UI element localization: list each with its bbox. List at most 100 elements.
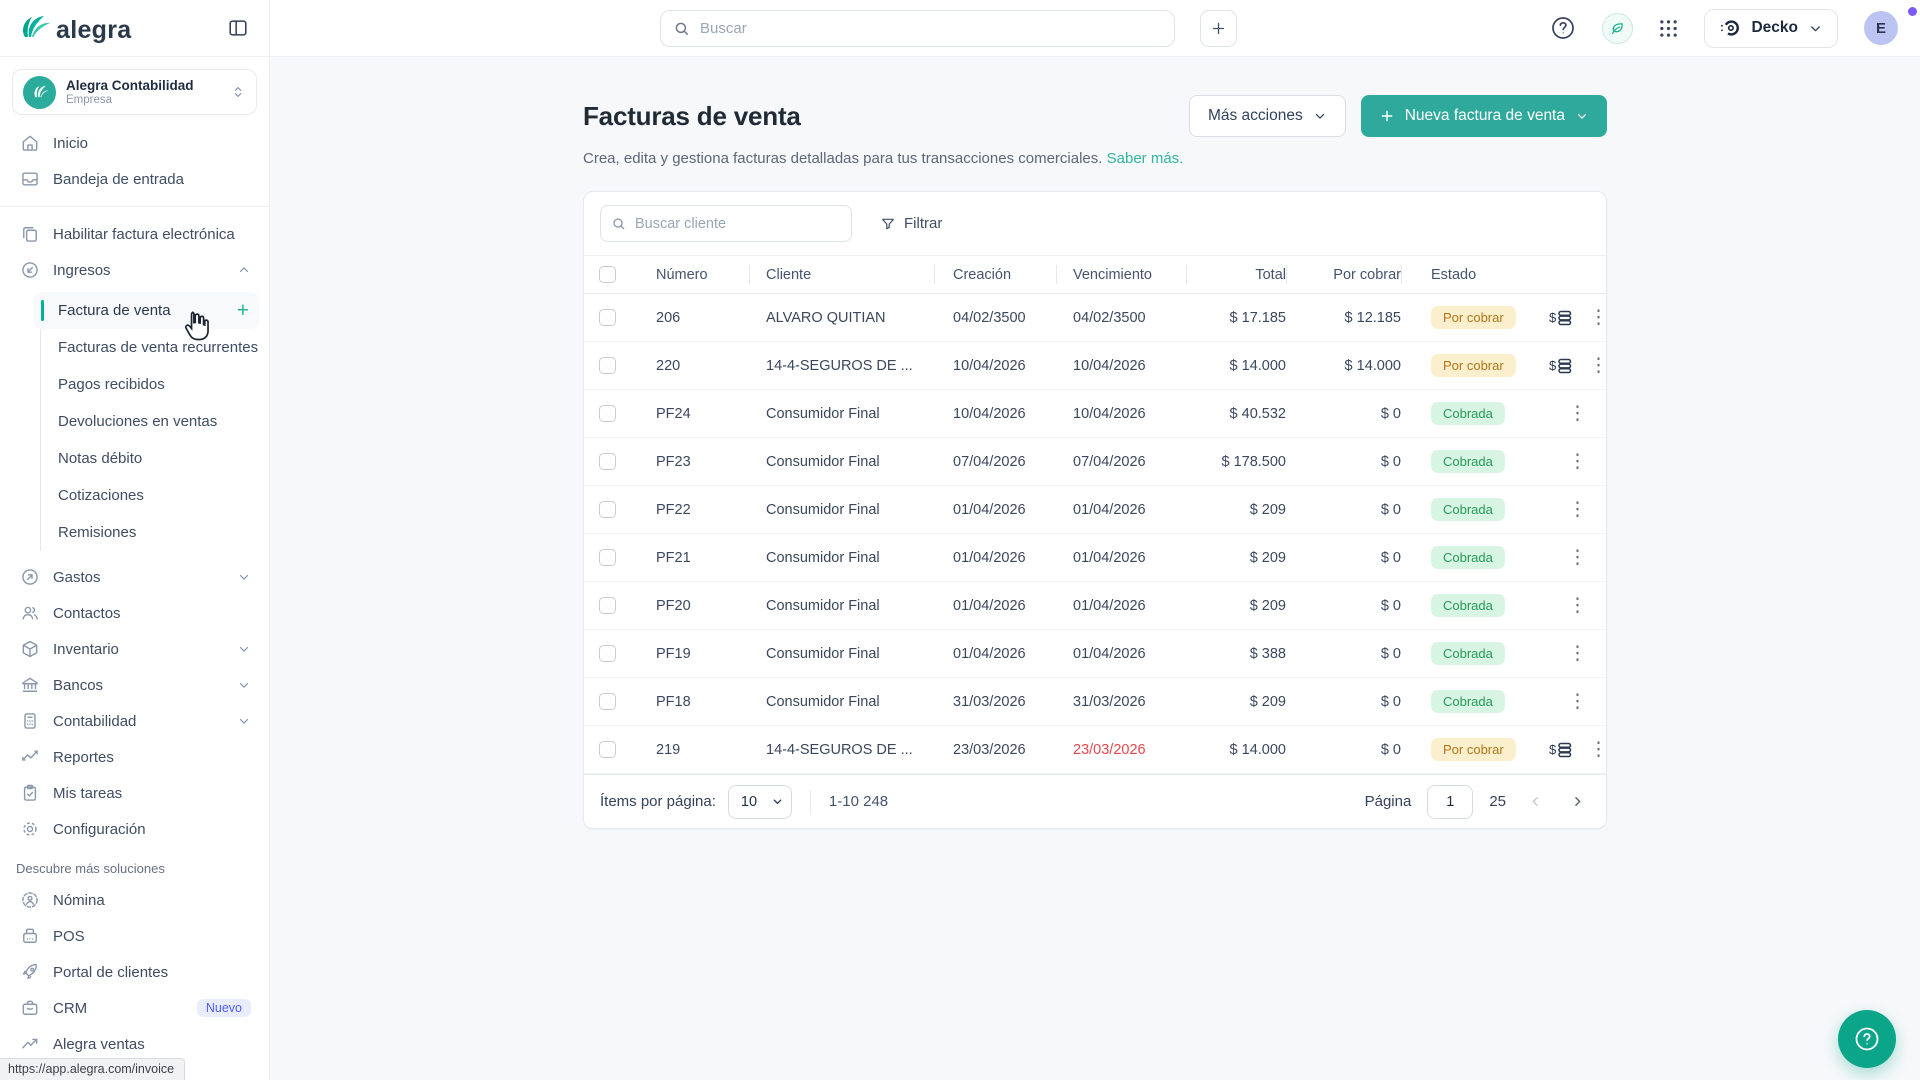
row-checkbox[interactable] bbox=[599, 405, 616, 422]
ingresos-submenu: Factura de venta + Facturas de venta rec… bbox=[40, 292, 269, 551]
rocket-icon bbox=[20, 962, 40, 982]
filter-button[interactable]: Filtrar bbox=[880, 215, 942, 232]
select-all-checkbox[interactable] bbox=[599, 266, 616, 283]
table-row[interactable]: 220 14-4-SEGUROS DE ... 10/04/2026 10/04… bbox=[584, 342, 1606, 390]
sidebar-item-bandeja[interactable]: Bandeja de entrada bbox=[0, 161, 269, 197]
sidebar-item-configuracion[interactable]: Configuración bbox=[0, 811, 269, 847]
add-payment-icon[interactable]: $ bbox=[1549, 307, 1574, 329]
sidebar-item-reportes[interactable]: Reportes bbox=[0, 739, 269, 775]
row-checkbox[interactable] bbox=[599, 741, 616, 758]
prev-page-icon[interactable] bbox=[1522, 789, 1548, 815]
notification-dot bbox=[1908, 7, 1917, 16]
help-icon[interactable] bbox=[1550, 15, 1576, 41]
table-row[interactable]: 206 ALVARO QUITIAN 04/02/3500 04/02/3500… bbox=[584, 294, 1606, 342]
row-checkbox[interactable] bbox=[599, 357, 616, 374]
page-number-input[interactable] bbox=[1427, 785, 1473, 819]
clipboard-check-icon bbox=[20, 783, 40, 803]
row-menu-icon[interactable]: ⋮ bbox=[1586, 738, 1611, 761]
sidebar-item-contactos[interactable]: Contactos bbox=[0, 595, 269, 631]
sustainability-leaf-icon[interactable] bbox=[1602, 13, 1633, 44]
sidebar-subitem-devoluciones[interactable]: Devoluciones en ventas bbox=[41, 403, 259, 440]
row-menu-icon[interactable]: ⋮ bbox=[1565, 546, 1590, 569]
sidebar-item-gastos[interactable]: Gastos bbox=[0, 559, 269, 595]
sidebar-item-alegra-ventas[interactable]: Alegra ventas bbox=[0, 1026, 269, 1062]
inbox-icon bbox=[20, 169, 40, 189]
company-selector[interactable]: Alegra Contabilidad Empresa bbox=[12, 69, 257, 115]
client-search-input[interactable] bbox=[635, 216, 841, 232]
discover-label: Descubre más soluciones bbox=[0, 847, 269, 882]
table-row[interactable]: PF23 Consumidor Final 07/04/2026 07/04/2… bbox=[584, 438, 1606, 486]
row-checkbox[interactable] bbox=[599, 597, 616, 614]
row-menu-icon[interactable]: ⋮ bbox=[1565, 642, 1590, 665]
row-checkbox[interactable] bbox=[599, 453, 616, 470]
sidebar-item-portal-clientes[interactable]: Portal de clientes bbox=[0, 954, 269, 990]
add-invoice-plus-icon[interactable]: + bbox=[237, 300, 249, 321]
global-search-input[interactable] bbox=[700, 20, 1162, 37]
status-badge: Por cobrar bbox=[1431, 738, 1516, 761]
chevron-down-icon bbox=[237, 678, 251, 692]
next-page-icon[interactable] bbox=[1564, 789, 1590, 815]
row-menu-icon[interactable]: ⋮ bbox=[1565, 498, 1590, 521]
table-row[interactable]: PF19 Consumidor Final 01/04/2026 01/04/2… bbox=[584, 630, 1606, 678]
sidebar-subitem-remisiones[interactable]: Remisiones bbox=[41, 514, 259, 551]
income-arrow-icon bbox=[20, 260, 40, 280]
svg-text:$: $ bbox=[1549, 310, 1557, 325]
row-menu-icon[interactable]: ⋮ bbox=[1565, 450, 1590, 473]
status-badge: Cobrada bbox=[1431, 546, 1505, 569]
status-badge: Por cobrar bbox=[1431, 306, 1516, 329]
sidebar-item-pos[interactable]: POS bbox=[0, 918, 269, 954]
chevron-down-icon bbox=[237, 570, 251, 584]
new-invoice-button[interactable]: Nueva factura de venta bbox=[1361, 95, 1607, 137]
main-area: Facturas de venta Más acciones Nueva fac… bbox=[270, 57, 1920, 1080]
table-row[interactable]: PF20 Consumidor Final 01/04/2026 01/04/2… bbox=[584, 582, 1606, 630]
sidebar-subitem-facturas-recurrentes[interactable]: Facturas de venta recurrentes bbox=[41, 329, 259, 366]
client-search[interactable] bbox=[600, 205, 852, 242]
sidebar-collapse-icon[interactable] bbox=[223, 13, 253, 43]
workspace-switcher[interactable]: Decko bbox=[1704, 9, 1838, 48]
global-search[interactable] bbox=[660, 10, 1175, 47]
row-menu-icon[interactable]: ⋮ bbox=[1565, 690, 1590, 713]
expense-arrow-icon bbox=[20, 567, 40, 587]
row-checkbox[interactable] bbox=[599, 501, 616, 518]
sidebar-subitem-factura-de-venta[interactable]: Factura de venta + bbox=[34, 292, 259, 329]
row-menu-icon[interactable]: ⋮ bbox=[1565, 402, 1590, 425]
learn-more-link[interactable]: Saber más. bbox=[1107, 150, 1184, 167]
row-menu-icon[interactable]: ⋮ bbox=[1565, 594, 1590, 617]
table-row[interactable]: 219 14-4-SEGUROS DE ... 23/03/2026 23/03… bbox=[584, 726, 1606, 774]
row-menu-icon[interactable]: ⋮ bbox=[1586, 306, 1611, 329]
sidebar-item-mis-tareas[interactable]: Mis tareas bbox=[0, 775, 269, 811]
sidebar-subitem-cotizaciones[interactable]: Cotizaciones bbox=[41, 477, 259, 514]
row-checkbox[interactable] bbox=[599, 645, 616, 662]
apps-grid-icon[interactable] bbox=[1659, 19, 1678, 38]
table-row[interactable]: PF24 Consumidor Final 10/04/2026 10/04/2… bbox=[584, 390, 1606, 438]
floating-help-button[interactable] bbox=[1838, 1010, 1896, 1068]
sidebar-item-contabilidad[interactable]: Contabilidad bbox=[0, 703, 269, 739]
per-page-select[interactable]: 10 bbox=[728, 785, 792, 819]
row-checkbox[interactable] bbox=[599, 309, 616, 326]
sidebar-item-nomina[interactable]: Nómina bbox=[0, 882, 269, 918]
sidebar-item-habilitar-factura[interactable]: Habilitar factura electrónica bbox=[0, 216, 269, 252]
chevron-down-icon bbox=[1808, 21, 1823, 36]
add-payment-icon[interactable]: $ bbox=[1549, 355, 1574, 377]
row-checkbox[interactable] bbox=[599, 693, 616, 710]
sidebar-item-crm[interactable]: CRM Nuevo bbox=[0, 990, 269, 1026]
quick-add-button[interactable] bbox=[1200, 10, 1237, 47]
sidebar-subitem-notas-debito[interactable]: Notas débito bbox=[41, 440, 259, 477]
svg-text:$: $ bbox=[1549, 358, 1557, 373]
more-actions-button[interactable]: Más acciones bbox=[1189, 95, 1346, 137]
row-menu-icon[interactable]: ⋮ bbox=[1586, 354, 1611, 377]
add-payment-icon[interactable]: $ bbox=[1549, 739, 1574, 761]
sidebar-item-inventario[interactable]: Inventario bbox=[0, 631, 269, 667]
table-row[interactable]: PF18 Consumidor Final 31/03/2026 31/03/2… bbox=[584, 678, 1606, 726]
total-pages: 25 bbox=[1489, 793, 1506, 810]
alegra-logo: alegra bbox=[18, 10, 144, 46]
table-row[interactable]: PF22 Consumidor Final 01/04/2026 01/04/2… bbox=[584, 486, 1606, 534]
user-avatar[interactable]: E bbox=[1864, 11, 1898, 45]
logo-bar: alegra bbox=[0, 0, 270, 57]
sidebar-subitem-pagos-recibidos[interactable]: Pagos recibidos bbox=[41, 366, 259, 403]
sidebar-item-ingresos[interactable]: Ingresos bbox=[0, 252, 269, 288]
sidebar-item-inicio[interactable]: Inicio bbox=[0, 125, 269, 161]
sidebar-item-bancos[interactable]: Bancos bbox=[0, 667, 269, 703]
row-checkbox[interactable] bbox=[599, 549, 616, 566]
table-row[interactable]: PF21 Consumidor Final 01/04/2026 01/04/2… bbox=[584, 534, 1606, 582]
